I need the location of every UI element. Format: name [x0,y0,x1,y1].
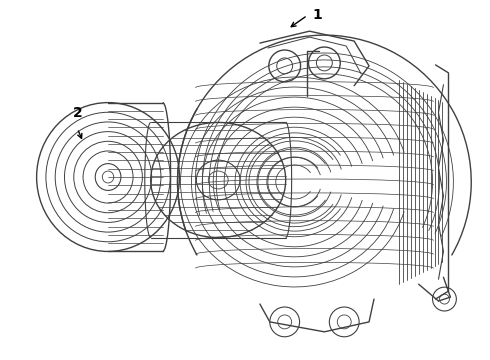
Text: 2: 2 [73,107,82,121]
Text: 1: 1 [313,8,322,22]
